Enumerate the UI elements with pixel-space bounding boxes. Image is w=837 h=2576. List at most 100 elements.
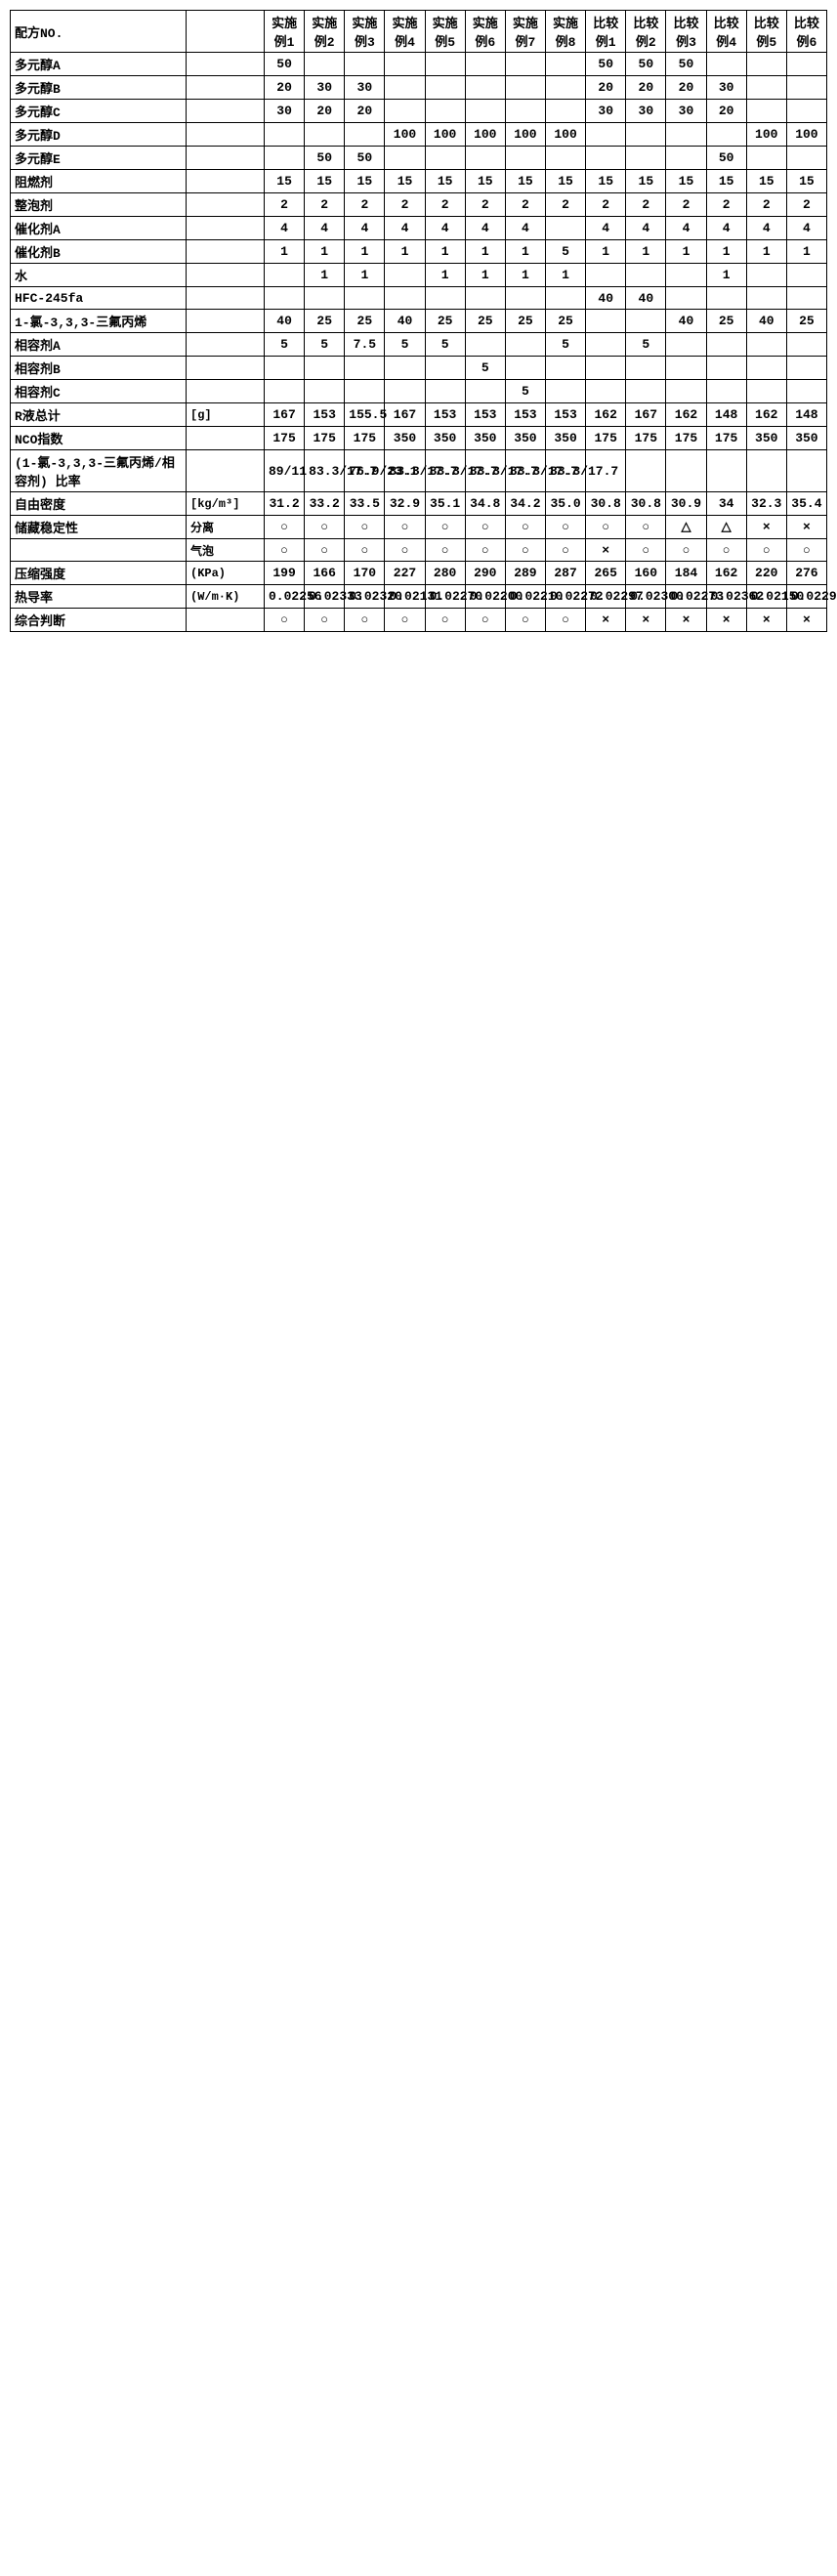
table-row: 综合判断○○○○○○○○×××××× <box>11 609 827 632</box>
data-cell: 2 <box>746 193 786 217</box>
data-cell: 0.02150 <box>746 585 786 609</box>
data-cell: ○ <box>265 539 305 562</box>
data-cell: 162 <box>706 562 746 585</box>
data-cell: 0.02210 <box>505 585 545 609</box>
data-cell <box>545 287 585 310</box>
data-cell: 15 <box>505 170 545 193</box>
data-cell <box>545 100 585 123</box>
data-cell <box>786 333 826 357</box>
table-row: 相容剂C5 <box>11 380 827 403</box>
header-cell: 比较例2 <box>626 11 666 53</box>
data-cell: 0.02272 <box>545 585 585 609</box>
data-cell: 15 <box>545 170 585 193</box>
data-cell: 0.02300 <box>626 585 666 609</box>
data-cell <box>345 123 385 147</box>
data-cell: 289 <box>505 562 545 585</box>
table-row: 催化剂A4444444444444 <box>11 217 827 240</box>
data-cell: 25 <box>465 310 505 333</box>
data-cell <box>586 264 626 287</box>
data-cell <box>385 76 425 100</box>
table-row: 多元醇A50505050 <box>11 53 827 76</box>
data-cell: 0.02270 <box>425 585 465 609</box>
data-cell: 7.5 <box>345 333 385 357</box>
data-cell: 83.3/17.7 <box>465 450 505 492</box>
data-cell: 30.8 <box>586 492 626 516</box>
table-header-row: 配方NO. 实施例1 实施例2 实施例3 实施例4 实施例5 实施例6 实施例7… <box>11 11 827 53</box>
data-cell: 2 <box>545 193 585 217</box>
data-cell: 100 <box>746 123 786 147</box>
data-cell: 100 <box>545 123 585 147</box>
data-cell: 25 <box>786 310 826 333</box>
data-cell: 350 <box>746 427 786 450</box>
row-label: 阻燃剂 <box>11 170 187 193</box>
header-cell: 比较例3 <box>666 11 706 53</box>
data-cell <box>786 147 826 170</box>
data-cell <box>626 147 666 170</box>
data-cell: 100 <box>505 123 545 147</box>
data-cell: 30 <box>666 100 706 123</box>
data-cell: 166 <box>305 562 345 585</box>
data-cell <box>385 287 425 310</box>
data-cell: 0.02256 <box>265 585 305 609</box>
data-cell: 25 <box>505 310 545 333</box>
data-cell: ○ <box>505 516 545 539</box>
data-cell <box>265 287 305 310</box>
header-cell: 实施例7 <box>505 11 545 53</box>
data-cell: 20 <box>345 100 385 123</box>
data-cell: ○ <box>545 539 585 562</box>
data-cell <box>626 123 666 147</box>
header-cell: 配方NO. <box>11 11 187 53</box>
data-cell: 20 <box>586 76 626 100</box>
table-row: 多元醇E505050 <box>11 147 827 170</box>
row-label: 多元醇D <box>11 123 187 147</box>
data-cell <box>666 147 706 170</box>
row-unit <box>187 147 265 170</box>
data-cell <box>385 53 425 76</box>
data-cell <box>385 264 425 287</box>
data-cell: 15 <box>345 170 385 193</box>
data-cell: 2 <box>586 193 626 217</box>
table-row: 气泡○○○○○○○○×○○○○○ <box>11 539 827 562</box>
data-cell: 15 <box>666 170 706 193</box>
data-cell <box>385 380 425 403</box>
data-cell: 162 <box>586 403 626 427</box>
row-label: 1-氯-3,3,3-三氟丙烯 <box>11 310 187 333</box>
row-unit <box>187 76 265 100</box>
data-cell: ○ <box>425 539 465 562</box>
data-cell: 350 <box>465 427 505 450</box>
data-cell: 5 <box>305 333 345 357</box>
data-cell: 4 <box>586 217 626 240</box>
data-cell: × <box>586 609 626 632</box>
data-cell: 153 <box>465 403 505 427</box>
data-cell: 5 <box>465 357 505 380</box>
data-cell: 153 <box>545 403 585 427</box>
data-cell: × <box>786 516 826 539</box>
data-cell <box>265 357 305 380</box>
data-cell: 30 <box>586 100 626 123</box>
row-label: (1-氯-3,3,3-三氟丙烯/相容剂) 比率 <box>11 450 187 492</box>
header-cell <box>187 11 265 53</box>
data-cell <box>345 53 385 76</box>
data-cell: 148 <box>786 403 826 427</box>
data-cell: ○ <box>305 609 345 632</box>
data-cell: 83.3/17.7 <box>545 450 585 492</box>
table-row: NCO指数17517517535035035035035017517517517… <box>11 427 827 450</box>
data-cell: 1 <box>425 240 465 264</box>
data-cell: ○ <box>345 539 385 562</box>
data-cell <box>465 100 505 123</box>
data-cell <box>505 76 545 100</box>
data-cell <box>786 357 826 380</box>
data-cell <box>786 100 826 123</box>
data-cell: ○ <box>385 609 425 632</box>
data-cell: 50 <box>305 147 345 170</box>
data-cell: 148 <box>706 403 746 427</box>
data-cell: 40 <box>746 310 786 333</box>
data-cell <box>505 53 545 76</box>
data-cell: 4 <box>666 217 706 240</box>
data-cell <box>505 100 545 123</box>
data-cell: 153 <box>425 403 465 427</box>
data-cell: 5 <box>505 380 545 403</box>
data-cell: 2 <box>706 193 746 217</box>
data-cell <box>706 287 746 310</box>
data-cell <box>545 217 585 240</box>
